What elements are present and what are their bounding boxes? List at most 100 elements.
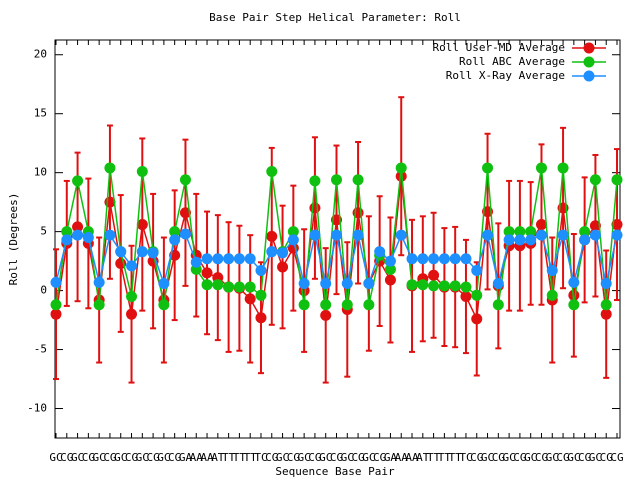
point (72, 221, 84, 233)
point (503, 234, 515, 246)
point (428, 280, 440, 292)
point (179, 207, 191, 219)
point (72, 229, 84, 241)
point (179, 174, 191, 186)
point (158, 299, 170, 311)
y-axis-label: Roll (Degrees) (7, 193, 20, 286)
legend-marker (583, 56, 595, 68)
x-tick-label: GC (157, 451, 170, 464)
point (384, 263, 396, 275)
point (309, 202, 321, 214)
point (266, 230, 278, 242)
x-tick-label: AT (416, 451, 430, 464)
x-tick-label: TC (459, 451, 472, 464)
x-tick-label: CG (287, 451, 300, 464)
point (600, 299, 612, 311)
point (395, 170, 407, 182)
point (525, 226, 537, 238)
y-tick-label: 20 (34, 48, 47, 61)
point (352, 174, 364, 186)
point (201, 279, 213, 291)
point (298, 278, 310, 290)
point (428, 253, 440, 265)
x-tick-label: GC (71, 451, 84, 464)
x-tick-label: GC (362, 451, 375, 464)
point (50, 308, 62, 320)
x-tick-label: AA (200, 451, 214, 464)
point (535, 162, 547, 174)
point (525, 234, 537, 246)
x-tick-label: TT (427, 451, 441, 464)
x-tick-label: CG (610, 451, 623, 464)
point (374, 246, 386, 258)
point (331, 174, 342, 186)
point (93, 299, 105, 311)
legend-label: Roll ABC Average (459, 55, 565, 68)
x-tick-label: TT (233, 451, 247, 464)
y-tick-label: 15 (34, 107, 47, 120)
point (460, 290, 472, 302)
point (126, 260, 138, 272)
point (579, 226, 591, 238)
point (482, 162, 494, 174)
point (492, 278, 504, 290)
point (363, 278, 375, 290)
x-tick-label: GC (298, 451, 311, 464)
point (438, 253, 450, 265)
x-tick-label: CG (168, 451, 181, 464)
point (50, 299, 62, 311)
point (384, 255, 396, 267)
x-tick-label: GA (179, 451, 193, 464)
x-tick-label: AA (190, 451, 204, 464)
point (298, 299, 310, 311)
y-tick-label: -5 (34, 343, 47, 356)
x-tick-label: GC (49, 451, 62, 464)
point (158, 278, 170, 290)
point (169, 234, 181, 246)
point (287, 226, 299, 238)
point (482, 229, 494, 241)
x-tick-label: GC (114, 451, 127, 464)
point (233, 253, 245, 265)
point (611, 219, 623, 231)
point (126, 308, 138, 320)
y-tick-label: 10 (34, 166, 47, 179)
point (589, 220, 601, 232)
x-tick-label: GC (567, 451, 580, 464)
point (417, 279, 429, 291)
x-tick-label: CG (600, 451, 613, 464)
point (395, 162, 407, 174)
point (363, 299, 375, 311)
point (266, 165, 278, 177)
x-tick-label: CG (351, 451, 364, 464)
point (212, 253, 224, 265)
x-tick-label: GC (502, 451, 515, 464)
x-axis-label: Sequence Base Pair (275, 465, 395, 478)
x-tick-label: AT (211, 451, 225, 464)
x-tick-label: GC (93, 451, 106, 464)
x-tick-label: AA (395, 451, 409, 464)
x-tick-label: TT (222, 451, 236, 464)
point (417, 253, 429, 265)
point (309, 229, 321, 241)
chart-title: Base Pair Step Helical Parameter: Roll (209, 11, 461, 24)
x-tick-label: CG (373, 451, 386, 464)
legend-label: Roll User-MD Average (433, 41, 565, 54)
point (438, 280, 450, 292)
y-tick-label: 5 (40, 225, 47, 238)
point (514, 226, 526, 238)
point (212, 279, 224, 291)
point (546, 289, 558, 301)
point (201, 253, 213, 265)
x-tick-label: CG (556, 451, 569, 464)
point (341, 299, 353, 311)
x-tick-label: GC (341, 451, 354, 464)
point (233, 281, 245, 293)
x-tick-label: CG (492, 451, 505, 464)
point (169, 226, 181, 238)
point (61, 226, 73, 238)
x-tick-label: TC (254, 451, 267, 464)
point (406, 279, 418, 291)
x-tick-label: GC (276, 451, 289, 464)
